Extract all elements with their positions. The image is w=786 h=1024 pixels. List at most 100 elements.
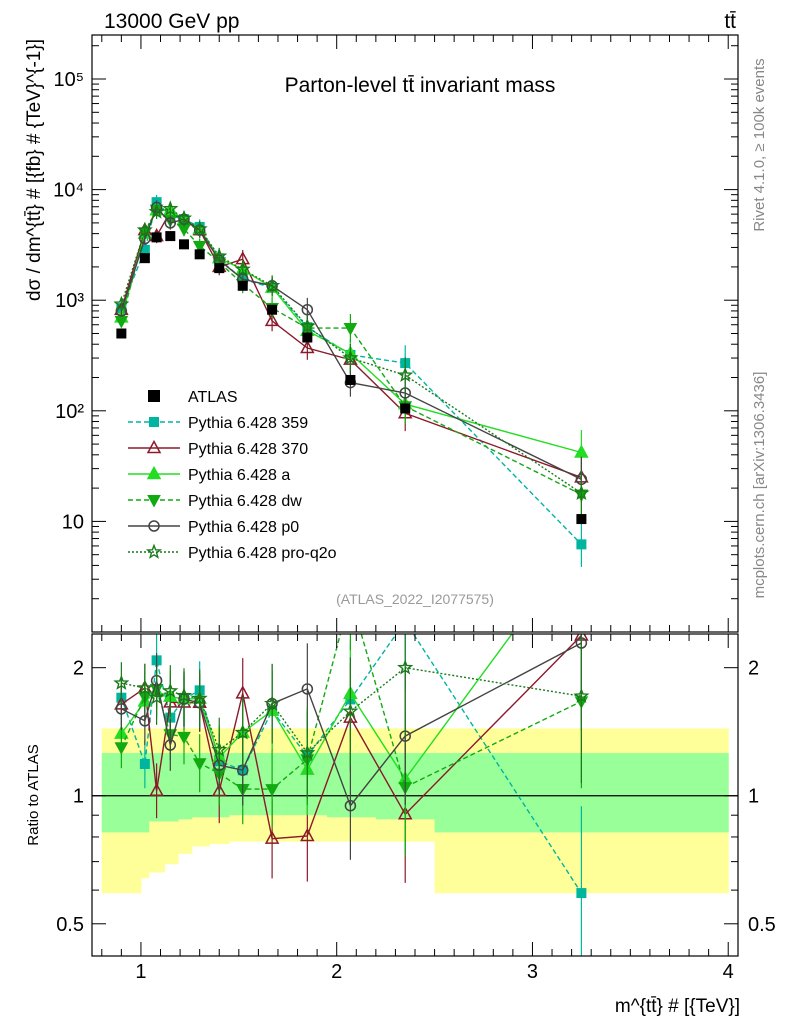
data-point [342, 349, 359, 365]
legend-entry: ATLAS [148, 389, 238, 406]
data-point [573, 484, 590, 501]
ratio-point [344, 799, 357, 812]
ratio-point [234, 724, 251, 740]
ratio-point [264, 695, 281, 711]
ratio-point [139, 758, 150, 769]
atlas-point [139, 253, 150, 264]
atlas-point [151, 232, 162, 243]
analysis-id-label: (ATLAS_2022_I2077575) [336, 591, 494, 607]
ratio-tick-label: 0.5 [56, 914, 84, 936]
data-point [299, 317, 316, 334]
ratio-tick-label: 0.5 [748, 914, 776, 936]
legend-entry: Pythia 6.428 dw [128, 493, 302, 510]
x-tick-label: 1 [135, 961, 146, 983]
atlas-point [116, 328, 127, 339]
y-tick-label: 10⁴ [53, 180, 84, 202]
atlas-point [214, 263, 225, 274]
data-point [263, 277, 281, 293]
ratio-point [576, 888, 587, 899]
ratio-point [265, 784, 279, 797]
atlas-point [267, 304, 278, 315]
ratio-point [573, 687, 590, 704]
ratio-point [175, 687, 193, 703]
ratio-point [113, 674, 130, 690]
y-tick-label: 10² [55, 401, 84, 423]
legend-marker [147, 495, 161, 508]
atlas-point [400, 403, 411, 414]
legend-marker [145, 543, 163, 559]
y-tick-label: 10⁵ [53, 69, 84, 91]
data-point [191, 220, 208, 236]
legend-label: ATLAS [188, 389, 238, 406]
atlas-point [237, 280, 248, 291]
x-tick-label: 3 [527, 961, 538, 983]
ratio-point [164, 739, 177, 751]
ratio-band-inner [191, 753, 210, 818]
ratio-band-inner [140, 753, 150, 833]
data-point [397, 366, 414, 383]
ratio-point [191, 689, 208, 706]
x-tick-label: 2 [331, 961, 342, 983]
data-point [234, 260, 251, 277]
ratio-point [192, 758, 207, 771]
main-frame [91, 34, 739, 633]
legend-entry: Pythia 6.428 a [128, 465, 290, 484]
series-line [120, 210, 582, 479]
data-point [300, 339, 315, 354]
main-panel: 10 10² 10³ 10⁴ 10⁵ Parton-level tt̄ invarian… [24, 34, 739, 633]
x-tick-label: 4 [723, 961, 734, 983]
data-point [211, 247, 228, 264]
data-point [343, 323, 358, 336]
ratio-point [149, 782, 164, 797]
legend-label: Pythia 6.428 a [188, 467, 290, 484]
ratio-point [114, 742, 129, 755]
mcplots-label: mcplots.cern.ch [arXiv:1306.3436] [751, 372, 768, 599]
legend-entry: Pythia 6.428 pro-q2o [128, 543, 337, 562]
atlas-point [165, 231, 176, 242]
legend-entry: Pythia 6.428 370 [128, 439, 308, 458]
legend-marker [146, 439, 162, 454]
ratio-point [139, 715, 151, 727]
rivet-label: Rivet 4.1.0, ≥ 100k events [751, 58, 768, 231]
data-point [162, 200, 179, 216]
x-axis-label: m^{tt̄} # [{TeV}] [615, 996, 740, 1017]
ratio-series-5 [113, 634, 590, 799]
data-point [192, 240, 207, 254]
data-point [264, 312, 280, 327]
data-point [164, 217, 177, 229]
data-point [139, 244, 150, 255]
process-label: tt̄ [724, 10, 736, 33]
legend-entry: Pythia 6.428 p0 [128, 519, 299, 536]
ratio-point [342, 702, 359, 719]
series-line [120, 206, 582, 481]
legend-label: Pythia 6.428 dw [188, 493, 302, 510]
legend-marker [149, 417, 159, 427]
atlas-point [179, 239, 190, 250]
legend-marker [146, 465, 162, 480]
legend-entry: Pythia 6.428 359 [128, 415, 308, 432]
series-5 [113, 200, 590, 516]
ratio-point [136, 679, 153, 695]
y-tick-label: 10 [62, 511, 84, 533]
ratio-axis-label: Ratio to ATLAS [25, 744, 42, 845]
legend-label: Pythia 6.428 359 [188, 415, 308, 432]
ratio-point [148, 688, 165, 705]
ratio-point [177, 731, 191, 745]
ratio-point [397, 659, 414, 675]
ratio-tick-label: 1 [748, 786, 759, 808]
data-point [175, 209, 193, 226]
ratio-tick-label: 2 [748, 658, 759, 680]
data-point [136, 221, 153, 238]
ratio-point [299, 744, 316, 760]
y-tick-label: 10³ [55, 290, 84, 312]
ratio-point [300, 827, 315, 842]
legend-label: Pythia 6.428 p0 [188, 519, 299, 536]
ratio-point [264, 830, 280, 844]
ratio-tick-label: 1 [73, 786, 84, 808]
legend-label: Pythia 6.428 pro-q2o [188, 545, 337, 562]
atlas-point [576, 514, 587, 525]
ratio-panel: 1 2 3 4 0.5 0.5 1 1 2 2 Ratio to ATLAS [25, 633, 776, 983]
atlas-point [302, 332, 313, 343]
ratio-band-inner [164, 753, 179, 822]
